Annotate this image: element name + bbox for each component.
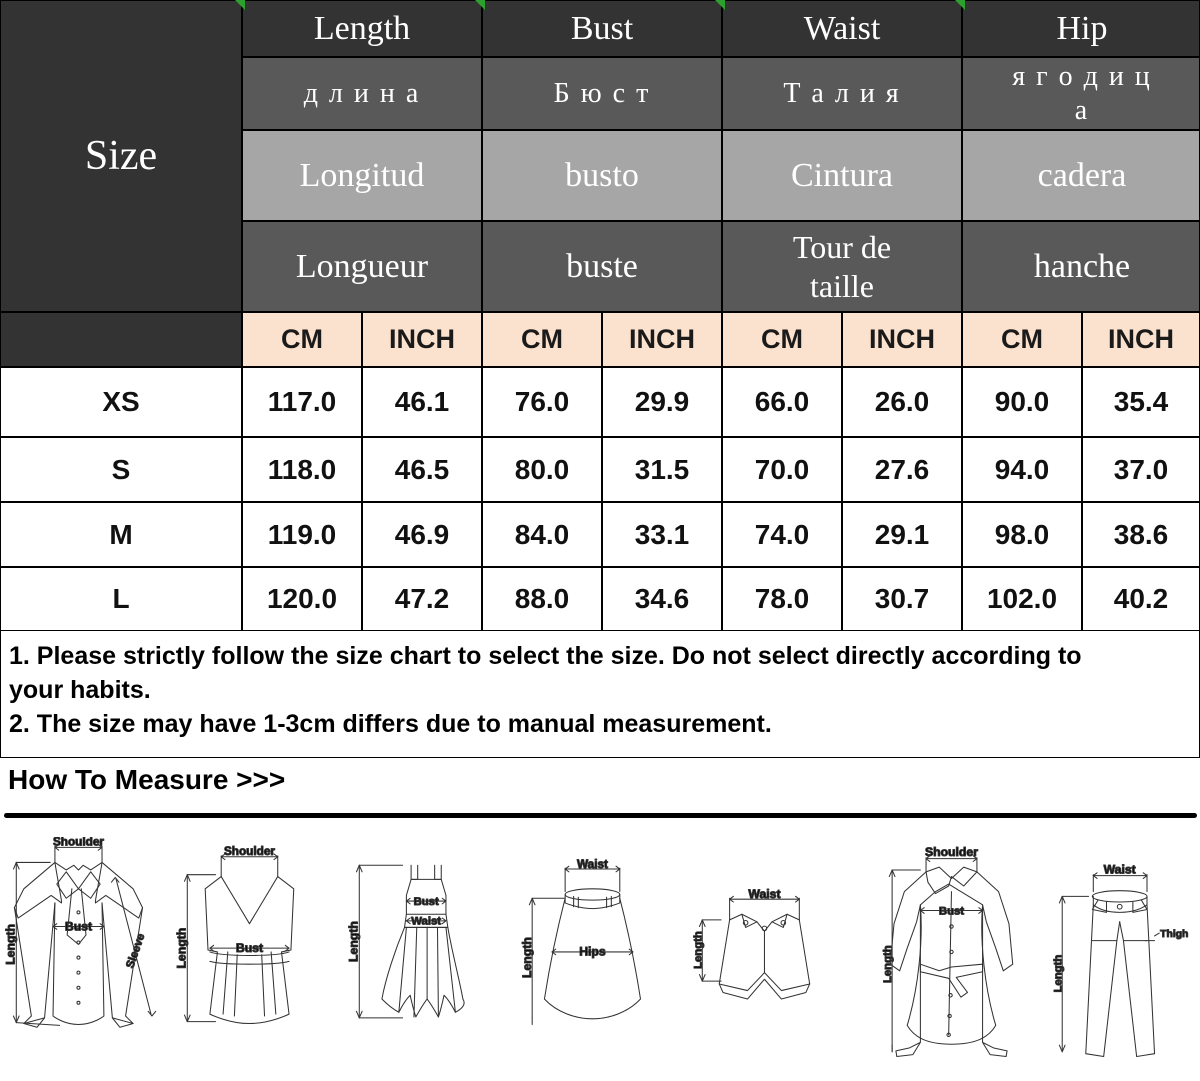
svg-text:Length: Length [520, 937, 534, 978]
svg-text:Waist: Waist [1104, 863, 1136, 877]
svg-text:Length: Length [346, 921, 360, 962]
svg-text:Sleeve: Sleeve [124, 932, 147, 970]
svg-text:Bust: Bust [414, 896, 439, 908]
svg-text:Bust: Bust [939, 905, 964, 917]
svg-text:Length: Length [3, 924, 17, 965]
svg-text:Hips: Hips [579, 945, 606, 959]
svg-text:Bust: Bust [236, 941, 263, 955]
svg-text:Waist: Waist [411, 916, 441, 928]
svg-text:Length: Length [1052, 955, 1064, 993]
svg-text:Waist: Waist [577, 858, 608, 871]
svg-text:Thigh: Thigh [1160, 929, 1188, 940]
svg-text:Waist: Waist [748, 887, 780, 901]
svg-text:Shoulder: Shoulder [53, 837, 104, 848]
svg-text:Shoulder: Shoulder [224, 845, 275, 858]
svg-text:Length: Length [882, 945, 894, 983]
svg-text:Bust: Bust [65, 919, 92, 933]
svg-text:Length: Length [174, 928, 188, 969]
svg-text:Shoulder: Shoulder [925, 845, 978, 859]
svg-text:Length: Length [692, 931, 704, 969]
